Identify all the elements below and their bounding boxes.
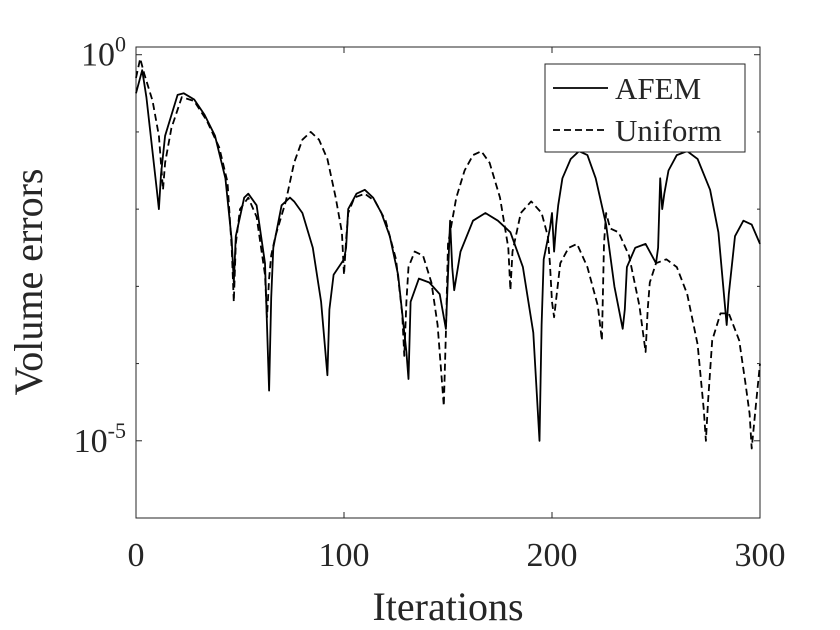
legend-box	[544, 63, 746, 153]
series-line-uniform	[135, 57, 761, 450]
x-tick-label: 200	[527, 537, 578, 574]
y-axis-label: Volume errors	[6, 169, 51, 396]
series-layer	[135, 57, 761, 450]
legend-label-afem: AFEM	[615, 71, 701, 106]
x-axis-label: Iterations	[372, 584, 523, 629]
x-tick-label: 300	[735, 537, 786, 574]
x-tick-label: 0	[128, 537, 145, 574]
legend-label-uniform: Uniform	[615, 113, 722, 148]
ticks-layer: 0 100 200 300 10-5 100	[74, 32, 786, 574]
series-line-afem	[135, 69, 761, 442]
legend: AFEM Uniform	[544, 63, 746, 153]
y-tick-label: 100	[81, 32, 126, 74]
x-tick-label: 100	[319, 537, 370, 574]
y-tick-label: 10-5	[74, 418, 126, 460]
